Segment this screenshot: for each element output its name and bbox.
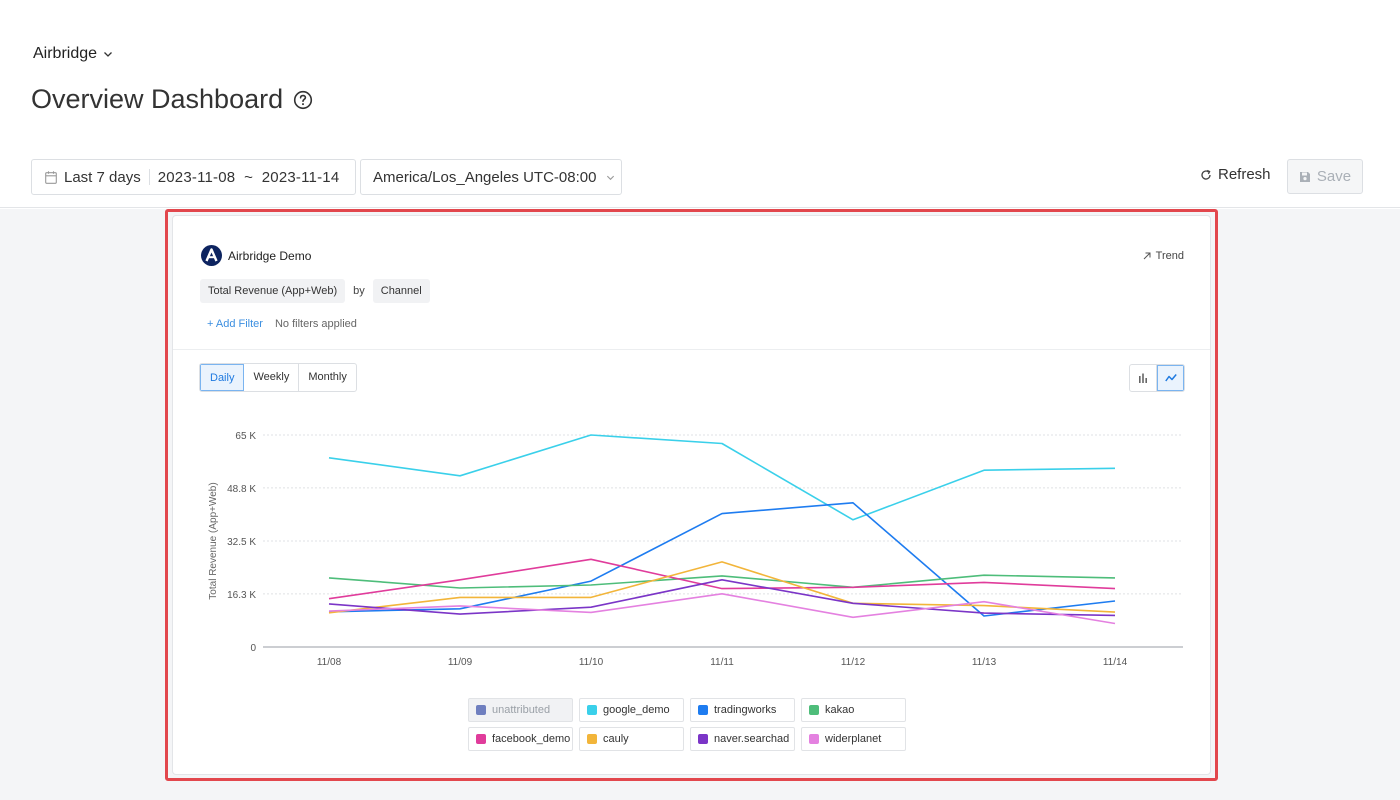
arrow-up-right-icon [1143,252,1151,260]
legend-item[interactable]: widerplanet [801,727,906,751]
line-chart-button[interactable] [1157,365,1184,391]
chart-type-toggle [1129,364,1185,392]
legend-swatch [698,705,708,715]
series-line-cauly [328,561,1116,614]
filter-status: No filters applied [274,318,357,330]
timezone-select[interactable]: America/Los_Angeles UTC-08:00 [360,159,622,195]
legend-label: tradingworks [714,704,777,716]
refresh-button[interactable]: Refresh [1200,166,1271,183]
legend-item[interactable]: naver.searchad [690,727,795,751]
legend-label: unattributed [492,704,551,716]
revenue-line-chart: 0 16.3 K 32.5 K 48.8 K 65 K 11/08 11/09 11/10 11… [208,431,1183,668]
x-tick-label: 11/11 [710,657,734,668]
y-tick-label: 65 K [235,431,256,442]
legend-swatch [476,734,486,744]
refresh-icon [1201,169,1211,180]
app-name: Airbridge [33,45,98,62]
filter-row: + Add Filter No filters applied [207,318,357,330]
trend-label: Trend [1155,250,1184,262]
legend-swatch [476,705,486,715]
dashboard-header: Airbridge Overview Dashboard Last 7 days… [0,0,1400,208]
series-line-naver-searchad [328,578,1116,617]
bar-chart-icon [1139,373,1147,383]
chevron-down-icon [104,52,112,57]
legend-item[interactable]: facebook_demo [468,727,573,751]
series-line-kakao [328,574,1116,589]
by-label: by [353,285,365,297]
series-line-widerplanet [328,592,1116,625]
legend-swatch [809,734,819,744]
x-tick-label: 11/13 [972,657,997,668]
widget-header: Airbridge Demo Trend Total Revenue (App+… [173,216,1210,350]
legend-swatch [809,705,819,715]
chevron-down-icon [607,175,615,180]
save-label: Save [1316,168,1352,185]
metric-selector-row: Total Revenue (App+Web) by Channel [200,279,430,303]
legend-item[interactable]: unattributed [468,698,573,722]
app-label: Airbridge Demo [228,248,312,263]
y-tick-label: 0 [250,643,256,654]
legend-label: facebook_demo [492,733,571,745]
legend-item[interactable]: google_demo [579,698,684,722]
legend-item[interactable]: tradingworks [690,698,795,722]
save-icon [1299,171,1310,182]
save-button[interactable]: Save [1287,159,1363,194]
timezone-value: America/Los_Angeles UTC-08:00 [373,168,597,186]
legend-item[interactable]: kakao [801,698,906,722]
date-preset: Last 7 days [64,168,141,186]
group-by-chip[interactable]: Channel [372,279,430,303]
y-tick-label: 16.3 K [227,590,256,601]
refresh-label: Refresh [1218,166,1271,183]
bar-chart-button[interactable] [1130,365,1157,391]
add-filter-button[interactable]: + Add Filter [207,318,263,330]
y-tick-label: 32.5 K [227,537,256,548]
series-line-facebook-demo [328,558,1116,600]
page-title-text: Overview Dashboard [31,84,284,114]
x-tick-label: 11/09 [448,657,473,668]
x-tick-label: 11/12 [841,657,866,668]
app-switcher[interactable]: Airbridge [33,45,113,63]
calendar-icon [45,170,57,184]
legend-item[interactable]: cauly [579,727,684,751]
legend-label: widerplanet [825,733,882,745]
x-tick-label: 11/08 [317,657,342,668]
trend-link[interactable]: Trend [1143,250,1184,262]
legend-label: naver.searchad [714,733,790,745]
legend-label: kakao [825,704,855,716]
legend-swatch [587,734,597,744]
legend-label: cauly [603,733,629,745]
series-line-tradingworks [328,501,1116,617]
legend-swatch [698,734,708,744]
x-tick-label: 11/10 [579,657,604,668]
app-badge: Airbridge Demo [201,245,311,266]
date-range: 2023-11-08 ~ 2023-11-14 [157,168,340,186]
date-range-picker[interactable]: Last 7 days 2023-11-08 ~ 2023-11-14 [31,159,356,195]
divider [148,169,150,185]
metric-chip[interactable]: Total Revenue (App+Web) [200,279,346,303]
y-tick-label: 48.8 K [227,484,256,495]
period-weekly[interactable]: Weekly [244,364,300,391]
legend-swatch [587,705,597,715]
period-daily[interactable]: Daily [200,364,245,391]
help-icon[interactable] [293,90,313,110]
line-chart-icon [1164,374,1177,382]
series-line-google-demo [328,434,1116,521]
period-monthly[interactable]: Monthly [308,371,347,383]
airbridge-logo-icon [201,245,222,266]
period-toggle: Daily Weekly Monthly [199,363,357,392]
selection-highlight [165,209,1218,781]
page-title: Overview Dashboard [31,84,313,115]
widget-card: Airbridge Demo Trend Total Revenue (App+… [172,215,1211,775]
y-axis-label: Total Revenue (App+Web) [208,482,219,599]
legend-label: google_demo [603,704,670,716]
x-tick-label: 11/14 [1103,657,1128,668]
chart-legend: unattributed google_demo tradingworks kakao… [468,698,906,751]
